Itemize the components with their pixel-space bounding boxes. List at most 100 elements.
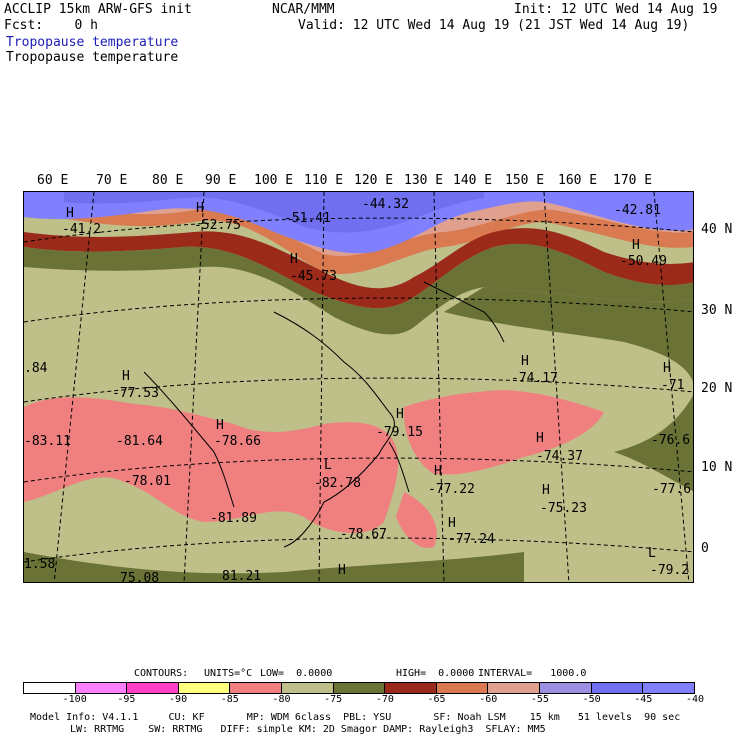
lat-label: 20 N xyxy=(701,381,733,396)
color-legend-bar xyxy=(23,682,695,694)
high-marker: H xyxy=(338,563,346,578)
legend-swatch xyxy=(333,683,386,693)
value-label: -81.64 xyxy=(116,434,163,449)
value-label: -45.73 xyxy=(290,269,337,284)
lat-label: 40 N xyxy=(701,222,733,237)
lon-label: 170 E xyxy=(613,173,653,188)
legend-tick-label: -85 xyxy=(220,694,239,705)
value-label: -79.2 xyxy=(650,563,690,578)
legend-tick-label: -95 xyxy=(117,694,136,705)
high-marker: H xyxy=(632,238,640,253)
legend-swatch xyxy=(540,683,592,693)
legend-swatch xyxy=(436,683,489,693)
lon-label: 60 E xyxy=(37,173,69,188)
value-label: 75.08 xyxy=(120,571,160,583)
value-label: -77.24 xyxy=(448,532,495,547)
lon-label: 110 E xyxy=(304,173,344,188)
shade-minus70 xyxy=(24,243,693,335)
map-panel: H -41.2 H -52.75 -51.41 -44.32 -42.81 H … xyxy=(23,191,694,583)
lat-label: 0 xyxy=(701,541,709,556)
legend-swatch xyxy=(75,683,128,693)
coastline-asia xyxy=(273,311,395,548)
field-title-shaded: Tropopause temperature xyxy=(6,35,179,50)
value-label: -41.2 xyxy=(62,222,102,237)
lon-label: 140 E xyxy=(453,173,493,188)
grid-lon-line xyxy=(543,192,570,582)
units-label: UNITS=°C xyxy=(204,668,253,679)
value-label: 1.58 xyxy=(24,557,56,572)
value-label: -79.15 xyxy=(376,425,423,440)
value-label: -77.22 xyxy=(428,482,475,497)
value-label: -44.32 xyxy=(362,197,409,212)
legend-swatch xyxy=(282,683,334,693)
value-label: -78.66 xyxy=(214,434,261,449)
low-marker: L xyxy=(324,458,332,473)
coastline-india xyxy=(143,371,235,508)
legend-swatch xyxy=(488,683,541,693)
legend-tick-label: -75 xyxy=(324,694,343,705)
shade-minus45 xyxy=(64,192,484,233)
lon-label: 80 E xyxy=(152,173,184,188)
high-marker: H xyxy=(396,407,404,422)
value-label: .84 xyxy=(24,361,48,376)
init-time: Init: 12 UTC Wed 14 Aug 19 xyxy=(514,2,718,17)
high-label: HIGH= 0.0000 xyxy=(396,668,475,679)
legend-tick-label: -90 xyxy=(169,694,188,705)
model-info-line2: LW: RRTMG SW: RRTMG DIFF: simple KM: 2D … xyxy=(70,724,546,735)
grid-lat-40 xyxy=(24,217,693,243)
interval-label: INTERVAL= 1000.0 xyxy=(478,668,587,679)
value-label: -51.41 xyxy=(284,211,331,226)
high-marker: H xyxy=(196,201,204,216)
value-label: -42.81 xyxy=(614,203,661,218)
shade-minus80-west xyxy=(24,397,399,534)
coastline-taiwan xyxy=(388,441,410,493)
coastline-korea-japan xyxy=(423,281,505,343)
value-label: -75.23 xyxy=(540,501,587,516)
legend-swatch xyxy=(24,683,76,693)
grid-lat-30 xyxy=(24,297,693,323)
value-label: -78.01 xyxy=(124,474,171,489)
shade-minus70-south xyxy=(24,552,524,582)
value-label: -81.89 xyxy=(210,511,257,526)
lon-label: 120 E xyxy=(354,173,394,188)
value-label: -76.6 xyxy=(651,433,691,448)
legend-swatch xyxy=(385,683,437,693)
value-label: -52.75 xyxy=(194,218,241,233)
legend-tick-label: -80 xyxy=(272,694,291,705)
lon-label: 130 E xyxy=(404,173,444,188)
low-marker: L xyxy=(648,546,656,561)
legend-swatch xyxy=(643,683,694,693)
value-label: -50.49 xyxy=(620,254,667,269)
high-marker: H xyxy=(542,483,550,498)
value-label: -82.78 xyxy=(314,476,361,491)
contours-label: CONTOURS: xyxy=(134,668,189,679)
high-marker: H xyxy=(536,431,544,446)
grid-lon-line xyxy=(318,192,325,582)
low-label: LOW= 0.0000 xyxy=(260,668,333,679)
grid-lon-line xyxy=(183,192,205,582)
tropopause-temperature-map xyxy=(24,192,693,582)
shade-minus80-philippines xyxy=(396,492,437,548)
value-label: -77.6 xyxy=(652,482,692,497)
legend-tick-label: -70 xyxy=(375,694,394,705)
graticule xyxy=(24,192,693,582)
high-marker: H xyxy=(663,361,671,376)
legend-swatch xyxy=(591,683,644,693)
legend-tick-label: -50 xyxy=(582,694,601,705)
shade-minus70-southeast xyxy=(614,395,693,492)
value-label: -78.67 xyxy=(340,527,387,542)
value-label: -83.11 xyxy=(24,434,71,449)
value-label: -74.37 xyxy=(536,449,583,464)
shade-minus80-east xyxy=(403,390,604,475)
lat-label: 10 N xyxy=(701,460,733,475)
legend-tick-label: -45 xyxy=(634,694,653,705)
high-marker: H xyxy=(434,464,442,479)
shade-minus70-east xyxy=(444,287,693,382)
legend-tick-label: -60 xyxy=(479,694,498,705)
grid-lon-line xyxy=(53,192,95,582)
legend-swatch xyxy=(127,683,179,693)
lon-label: 100 E xyxy=(254,173,294,188)
grid-lon-line xyxy=(433,192,445,582)
legend-tick-label: -100 xyxy=(62,694,87,705)
grid-lat-20 xyxy=(24,377,693,403)
